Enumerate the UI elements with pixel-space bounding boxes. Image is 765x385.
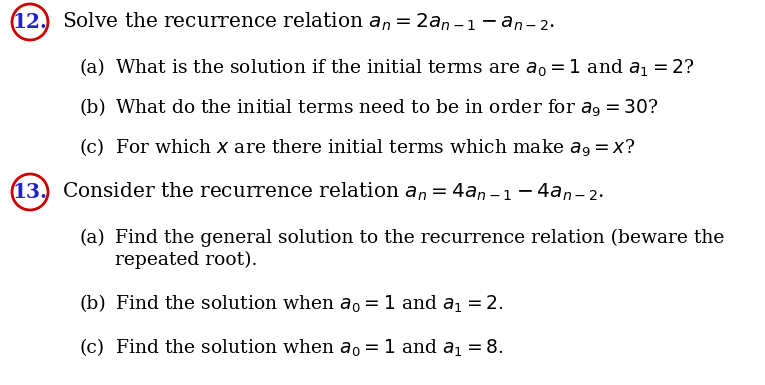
Text: 13.: 13. [12, 182, 47, 202]
Text: (a): (a) [80, 59, 106, 77]
Text: For which $x$ are there initial terms which make $a_9 = x$?: For which $x$ are there initial terms wh… [115, 137, 635, 159]
Text: Find the solution when $a_0 = 1$ and $a_1 = 8$.: Find the solution when $a_0 = 1$ and $a_… [115, 337, 504, 359]
Text: Consider the recurrence relation $a_n = 4a_{n-1} - 4a_{n-2}$.: Consider the recurrence relation $a_n = … [62, 181, 604, 203]
Text: (b): (b) [80, 99, 107, 117]
Text: (c): (c) [80, 339, 105, 357]
Text: Find the general solution to the recurrence relation (beware the: Find the general solution to the recurre… [115, 229, 724, 247]
Text: (c): (c) [80, 139, 105, 157]
Text: 12.: 12. [12, 12, 47, 32]
Text: (b): (b) [80, 295, 107, 313]
Text: What do the initial terms need to be in order for $a_9 = 30$?: What do the initial terms need to be in … [115, 97, 659, 119]
Text: Find the solution when $a_0 = 1$ and $a_1 = 2$.: Find the solution when $a_0 = 1$ and $a_… [115, 293, 504, 315]
Text: (a): (a) [80, 229, 106, 247]
Text: Solve the recurrence relation $a_n = 2a_{n-1} - a_{n-2}$.: Solve the recurrence relation $a_n = 2a_… [62, 11, 555, 33]
Text: What is the solution if the initial terms are $a_0 = 1$ and $a_1 = 2$?: What is the solution if the initial term… [115, 57, 695, 79]
Text: repeated root).: repeated root). [115, 251, 257, 269]
